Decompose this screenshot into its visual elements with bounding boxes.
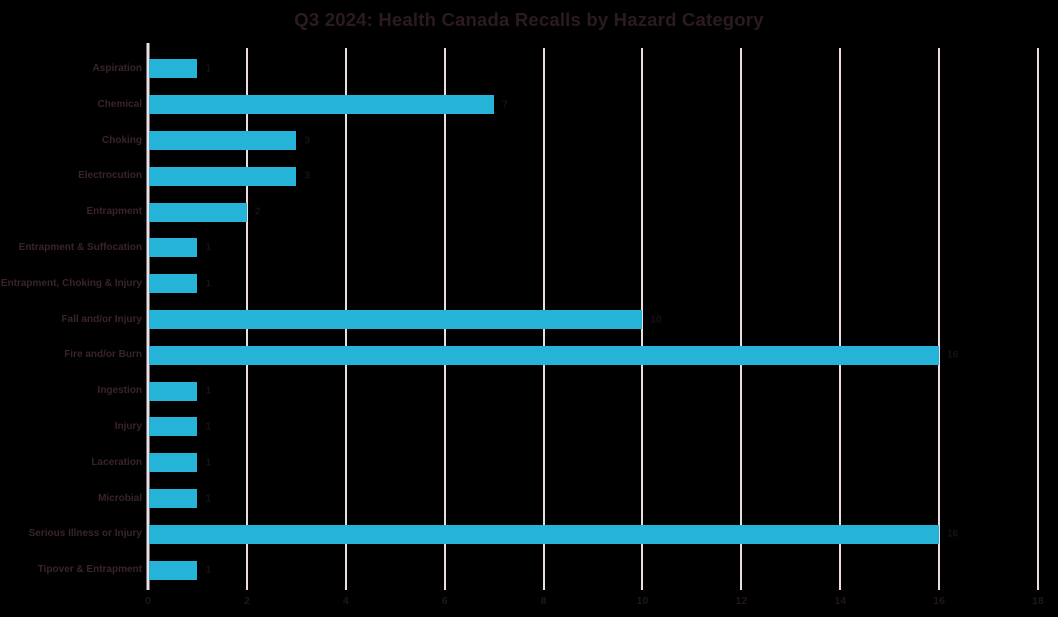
category-label: Laceration [91, 456, 142, 468]
bar [149, 202, 247, 222]
data-label: 16 [947, 528, 959, 540]
gridline [740, 48, 743, 590]
bar [149, 59, 198, 79]
data-label: 1 [205, 242, 211, 254]
category-label: Chemical [97, 98, 142, 110]
data-label: 1 [205, 63, 211, 75]
data-label: 10 [650, 314, 662, 325]
gridline [641, 48, 644, 590]
category-label: Ingestion [97, 385, 142, 397]
bar [149, 381, 198, 401]
bar [149, 131, 297, 150]
bar [149, 274, 198, 294]
bar [149, 345, 940, 365]
category-label: Entrapment [86, 206, 142, 218]
x-tick-label: 6 [441, 595, 448, 607]
category-label: Microbial [98, 492, 142, 504]
chart-title: Q3 2024: Health Canada Recalls by Hazard… [294, 9, 764, 30]
category-label: Tipover & Entrapment [37, 564, 142, 576]
bar [149, 453, 198, 473]
bar [149, 95, 495, 115]
x-tick-label: 8 [540, 595, 547, 607]
data-label: 2 [254, 206, 261, 218]
category-label: Choking [102, 134, 142, 146]
data-label: 16 [947, 349, 959, 361]
category-label: Entrapment, Choking & Injury [0, 277, 142, 289]
data-label: 1 [205, 457, 211, 469]
data-label: 1 [205, 385, 211, 397]
data-label: 1 [205, 421, 211, 433]
x-tick-label: 16 [933, 595, 945, 607]
category-label: Injury [114, 420, 142, 432]
data-label: 3 [304, 135, 310, 146]
gridline [839, 48, 842, 590]
data-label: 3 [304, 170, 310, 182]
bar [149, 560, 198, 580]
x-tick-label: 10 [636, 595, 649, 607]
x-tick-label: 2 [243, 595, 250, 607]
category-label: Entrapment & Suffocation [18, 241, 142, 253]
category-label: Aspiration [92, 62, 142, 74]
gridline [1037, 48, 1039, 590]
bar [149, 166, 297, 186]
bar [149, 310, 643, 329]
data-label: 1 [205, 278, 211, 290]
category-label: Serious Illness or Injury [28, 528, 142, 540]
gridline [938, 48, 941, 590]
x-tick-label: 12 [735, 595, 748, 607]
data-label: 1 [205, 493, 211, 504]
bar [149, 524, 940, 544]
category-label: Fall and/or Injury [61, 313, 142, 325]
x-tick-label: 4 [342, 595, 349, 607]
data-label: 1 [205, 564, 211, 576]
category-axis-line [146, 43, 150, 590]
bar [149, 238, 198, 258]
bar [149, 489, 198, 508]
category-label: Fire and/or Burn [64, 349, 142, 361]
data-label: 7 [502, 99, 508, 111]
x-tick-label: 0 [145, 595, 151, 607]
bar [149, 417, 198, 437]
x-tick-label: 18 [1032, 595, 1044, 607]
x-tick-label: 14 [834, 595, 847, 607]
category-label: Electrocution [78, 170, 142, 182]
